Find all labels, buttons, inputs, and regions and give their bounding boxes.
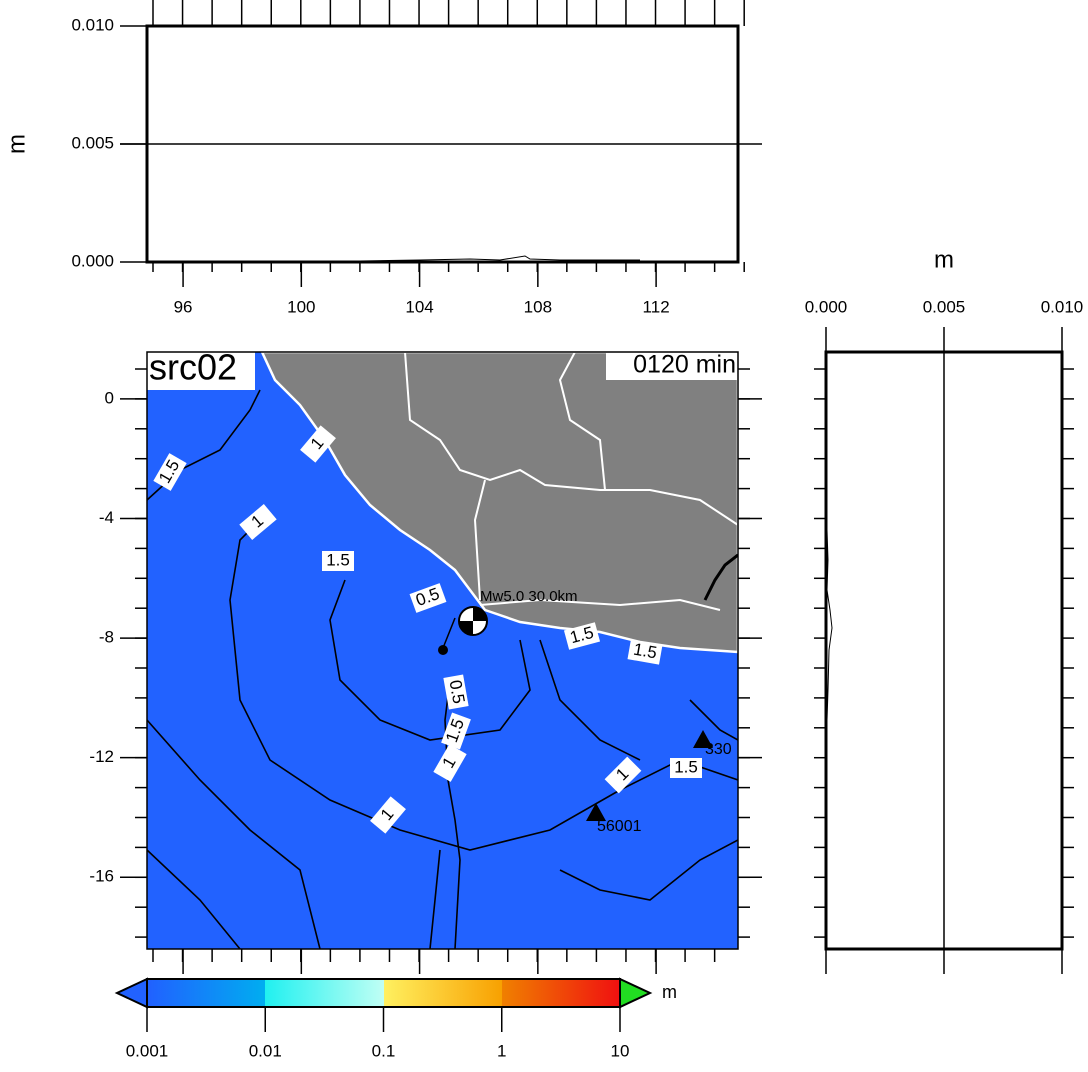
contour-label-box — [300, 425, 336, 463]
contour-label-box — [670, 758, 702, 778]
time-box — [606, 352, 738, 380]
contour-label-box — [627, 639, 663, 665]
contour-label-box — [322, 551, 354, 571]
colorbar-tick-label: 0.001 — [126, 1041, 169, 1060]
contour-label-box — [153, 453, 187, 491]
y-tick-label: 0.010 — [71, 15, 114, 34]
x-label: m — [934, 246, 954, 273]
top-panel: m — [3, 24, 762, 264]
contour-label-group: 1 — [300, 425, 336, 463]
under-triangle — [114, 977, 148, 1009]
contour-label-box — [239, 504, 277, 540]
y-tick-label: -16 — [89, 867, 114, 886]
contour-label: 0.5 — [446, 679, 469, 706]
y-label: m — [3, 134, 30, 154]
contour-label-group: 1.5 — [322, 550, 354, 571]
station-label: 330 — [705, 741, 732, 758]
contour-label: 1.5 — [326, 550, 350, 569]
y-tick-label: 0 — [105, 388, 114, 407]
colorbar-tick-label: 0.01 — [249, 1041, 282, 1060]
color-segment — [384, 979, 503, 1007]
contour-label-group: 1 — [370, 796, 406, 834]
contour-label-group: 0.5 — [443, 674, 469, 710]
x-tick-label: 108 — [524, 297, 552, 316]
x-tick-label: 100 — [287, 297, 315, 316]
x-tick-label: 104 — [405, 297, 433, 316]
beachball-quadrants — [459, 607, 487, 635]
station-markers — [586, 730, 713, 821]
waveform — [826, 529, 833, 721]
borders — [404, 352, 738, 611]
contour-label-box — [563, 622, 601, 650]
station-label: 56001 — [597, 818, 642, 835]
contour-label-box — [441, 712, 471, 750]
contour-label-group: 1 — [433, 744, 467, 782]
contour-label-group: 1 — [239, 504, 277, 540]
y-tick-label: 0.005 — [71, 133, 114, 152]
contour-label: 1.5 — [674, 757, 698, 776]
colorbar-tick-label: 1 — [497, 1041, 506, 1060]
colorbar-unit: m — [662, 982, 677, 1002]
map — [147, 352, 738, 949]
map-frame — [146, 351, 739, 950]
y-tick-label: -8 — [99, 628, 114, 647]
colorbar-tick-label: 0.1 — [372, 1041, 396, 1060]
waveform — [359, 255, 640, 262]
over-triangle — [619, 977, 653, 1009]
epicenter — [438, 645, 448, 655]
colorbar-tick-label: 10 — [611, 1041, 630, 1060]
contour-label-group: 1.5 — [670, 757, 702, 778]
color-segment — [147, 979, 266, 1007]
source-label: Mw5.0 30.0km — [480, 588, 578, 605]
contour-label-group: 1 — [604, 756, 642, 794]
contour-label-box — [433, 744, 467, 782]
color-segment — [502, 979, 620, 1007]
y-tick-label: -4 — [99, 508, 114, 527]
x-tick-label: 0.010 — [1041, 297, 1084, 316]
contour-label-box — [409, 583, 447, 613]
source-link — [442, 617, 456, 649]
color-segment — [265, 979, 384, 1007]
contour-label-group: 1.5 — [627, 639, 663, 665]
y-tick-label: -12 — [89, 747, 114, 766]
contour-label-group: 1.5 — [563, 622, 601, 650]
contour-label-box — [370, 796, 406, 834]
map-title: src02 — [149, 347, 237, 388]
x-tick-label: 0.005 — [923, 297, 966, 316]
contour-label: 1.5 — [632, 640, 659, 663]
coast-black — [703, 553, 738, 601]
x-tick-label: 112 — [643, 297, 670, 316]
title-box — [147, 352, 255, 390]
time-label: 0120 min — [633, 351, 736, 379]
x-tick-label: 96 — [174, 297, 193, 316]
colorbar: m — [114, 977, 677, 1009]
contour-label-box — [604, 756, 642, 794]
contours — [147, 389, 738, 949]
y-tick-label: 0.000 — [71, 251, 114, 270]
x-tick-label: 0.000 — [805, 297, 848, 316]
contour-label-box — [443, 674, 469, 710]
